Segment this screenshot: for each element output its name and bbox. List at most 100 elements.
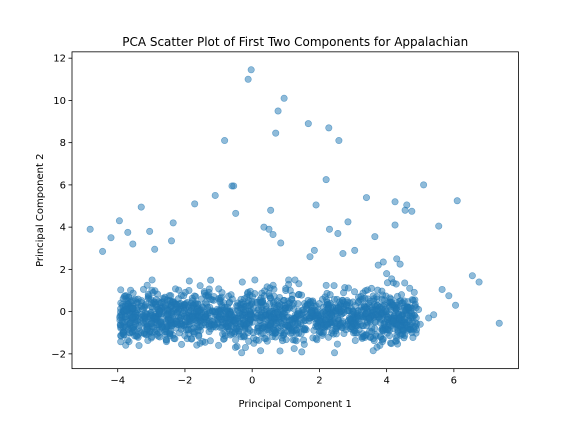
scatter-point: [378, 295, 386, 303]
scatter-point: [121, 313, 129, 321]
scatter-point: [265, 307, 273, 315]
scatter-point: [272, 129, 280, 137]
scatter-point: [348, 323, 356, 331]
scatter-point: [438, 285, 446, 293]
x-tick-label: 4: [383, 376, 389, 387]
scatter-point: [129, 313, 137, 321]
scatter-point: [342, 326, 350, 334]
y-tick-label: 10: [53, 96, 66, 107]
scatter-point: [218, 323, 226, 331]
scatter-point: [283, 321, 291, 329]
scatter-point: [453, 197, 461, 205]
x-axis-ticks: −4 −2 0 2 4 6: [110, 368, 457, 387]
scatter-point: [400, 334, 408, 342]
scatter-point: [228, 295, 236, 303]
scatter-point: [390, 301, 398, 309]
y-axis-ticks: −2 0 2 4 6 8 10 12: [51, 54, 72, 360]
scatter-point: [152, 300, 160, 308]
scatter-point: [381, 318, 389, 326]
scatter-point: [351, 246, 359, 254]
scatter-point: [220, 335, 228, 343]
scatter-point: [181, 301, 189, 309]
scatter-point: [420, 181, 428, 189]
scatter-point: [143, 281, 151, 289]
scatter-point: [243, 320, 251, 328]
scatter-point: [295, 280, 303, 288]
scatter-point: [168, 322, 176, 330]
scatter-point: [430, 311, 438, 319]
scatter-point: [376, 341, 384, 349]
scatter-point: [241, 344, 249, 352]
x-tick-label: 6: [451, 376, 457, 387]
scatter-point: [475, 278, 483, 286]
scatter-point: [374, 261, 382, 269]
scatter-point: [306, 301, 314, 309]
scatter-point: [411, 300, 419, 308]
scatter-point: [333, 340, 341, 348]
scatter-point: [211, 321, 219, 329]
scatter-point: [354, 314, 362, 322]
scatter-point: [372, 310, 380, 318]
scatter-point: [283, 306, 291, 314]
scatter-point: [99, 247, 107, 255]
scatter-point: [399, 327, 407, 335]
scatter-point: [322, 281, 330, 289]
scatter-point: [263, 337, 271, 345]
scatter-point: [413, 326, 421, 334]
scatter-point: [310, 246, 318, 254]
scatter-point: [314, 308, 322, 316]
scatter-point: [359, 330, 367, 338]
scatter-point: [175, 329, 183, 337]
scatter-point: [300, 317, 308, 325]
scatter-point: [129, 240, 137, 248]
scatter-point: [173, 309, 181, 317]
scatter-point: [221, 137, 229, 145]
scatter-point: [415, 305, 423, 313]
scatter-point: [196, 282, 204, 290]
scatter-point: [194, 307, 202, 315]
scatter-point: [239, 300, 247, 308]
scatter-point: [290, 345, 298, 353]
scatter-point: [156, 333, 164, 341]
scatter-point: [223, 305, 231, 313]
scatter-point: [401, 206, 409, 214]
scatter-point: [325, 225, 333, 233]
scatter-point: [326, 301, 334, 309]
x-tick-label: 2: [316, 376, 322, 387]
scatter-point: [263, 283, 271, 291]
scatter-point: [191, 200, 199, 208]
y-axis-label: Principal Component 2: [35, 154, 46, 267]
scatter-point: [230, 182, 238, 190]
scatter-point: [161, 328, 169, 336]
scatter-point: [277, 239, 285, 247]
scatter-point: [341, 284, 349, 292]
scatter-point: [246, 311, 254, 319]
scatter-point: [445, 292, 453, 300]
scatter-point: [257, 347, 265, 355]
scatter-point: [145, 295, 153, 303]
scatter-point: [335, 137, 343, 145]
scatter-point: [367, 284, 375, 292]
scatter-point: [198, 321, 206, 329]
scatter-point: [119, 330, 127, 338]
scatter-point: [393, 255, 401, 263]
scatter-point: [328, 311, 336, 319]
scatter-point: [207, 276, 215, 284]
x-tick-label: −2: [178, 376, 193, 387]
scatter-point: [140, 312, 148, 320]
scatter-point: [361, 287, 369, 295]
scatter-point: [165, 292, 173, 300]
scatter-point: [232, 336, 240, 344]
y-tick-label: 2: [60, 265, 66, 276]
scatter-point: [343, 307, 351, 315]
scatter-point: [394, 340, 402, 348]
scatter-point: [181, 332, 189, 340]
scatter-point: [180, 292, 188, 300]
scatter-point: [147, 334, 155, 342]
scatter-point: [238, 349, 246, 357]
scatter-point: [406, 303, 414, 311]
scatter-point: [401, 279, 409, 287]
scatter-point: [294, 310, 302, 318]
scatter-point: [379, 335, 387, 343]
scatter-point: [204, 293, 212, 301]
